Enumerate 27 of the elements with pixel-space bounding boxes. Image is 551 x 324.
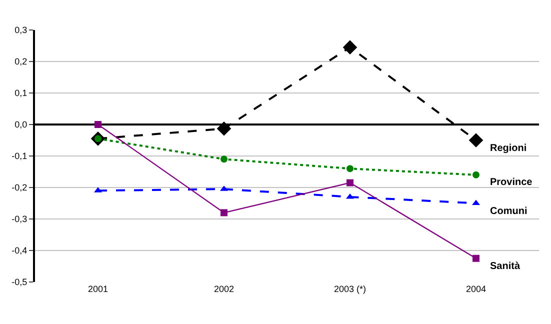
point	[342, 40, 358, 54]
y-tick-label: -0,3	[12, 214, 28, 224]
y-tick-label: -0,2	[12, 182, 28, 193]
x-tick-label: 2001	[88, 284, 108, 294]
point	[216, 121, 232, 136]
point	[346, 179, 354, 186]
point	[472, 171, 480, 178]
point	[220, 156, 228, 163]
point	[468, 133, 484, 148]
y-tick-label: 0,1	[14, 88, 28, 98]
point	[220, 209, 228, 216]
y-tick-label: -0,4	[12, 246, 28, 256]
x-tick-label: 2003 (*)	[334, 284, 366, 294]
y-tick-label: 0,0	[14, 120, 28, 130]
point	[472, 254, 480, 262]
point	[94, 121, 102, 128]
x-tick-label: 2002	[214, 284, 234, 294]
y-tick-label: 0,2	[14, 56, 28, 67]
series-label: Sanità	[490, 261, 520, 272]
series-label: Province	[490, 177, 533, 188]
series-label: Comuni	[490, 206, 528, 217]
series-label: Regioni	[490, 143, 527, 154]
point	[346, 165, 354, 172]
y-tick-label: -0,1	[12, 151, 28, 162]
x-tick-label: 2004	[466, 284, 486, 294]
y-tick-label: 0,3	[14, 25, 28, 36]
y-tick-label: -0,5	[12, 277, 28, 288]
